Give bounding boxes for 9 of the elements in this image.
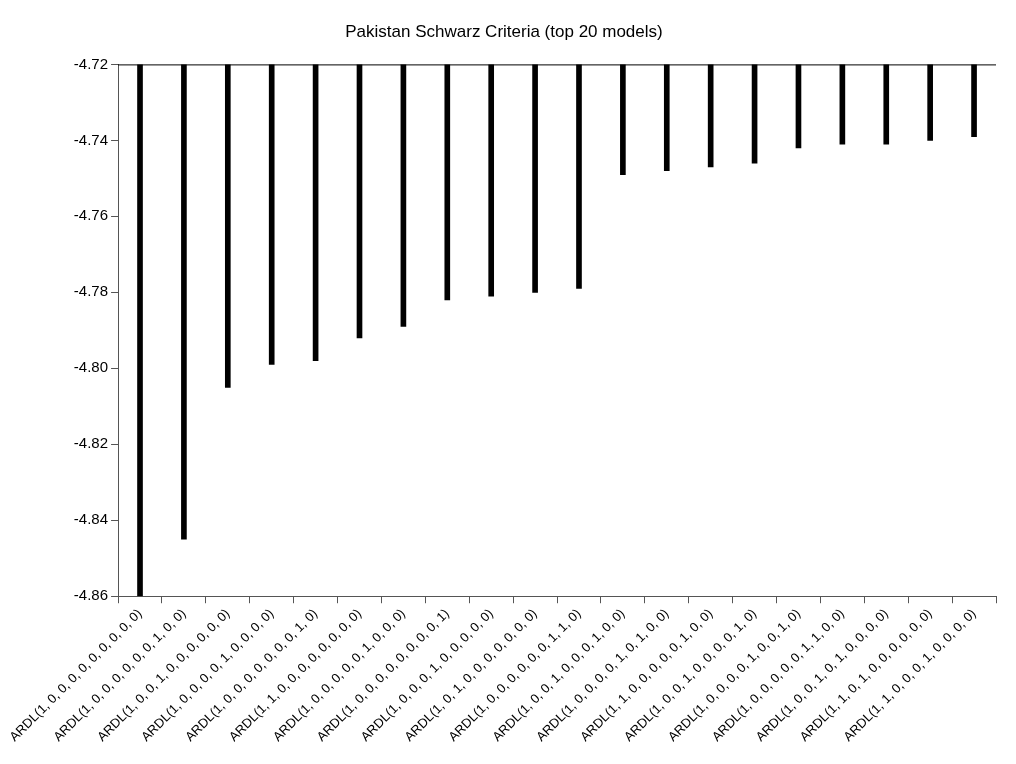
y-tick-label: -4.84	[73, 510, 109, 528]
y-tick-label: -4.80	[73, 358, 109, 376]
y-tick-label: -4.78	[73, 282, 109, 300]
y-tick-label: -4.86	[73, 586, 109, 604]
y-tick-label: -4.72	[73, 54, 109, 72]
chart-title: Pakistan Schwarz Criteria (top 20 models)	[345, 21, 663, 41]
y-tick-label: -4.74	[73, 130, 109, 148]
y-tick-label: -4.82	[73, 434, 109, 452]
y-tick-label: -4.76	[73, 206, 109, 224]
